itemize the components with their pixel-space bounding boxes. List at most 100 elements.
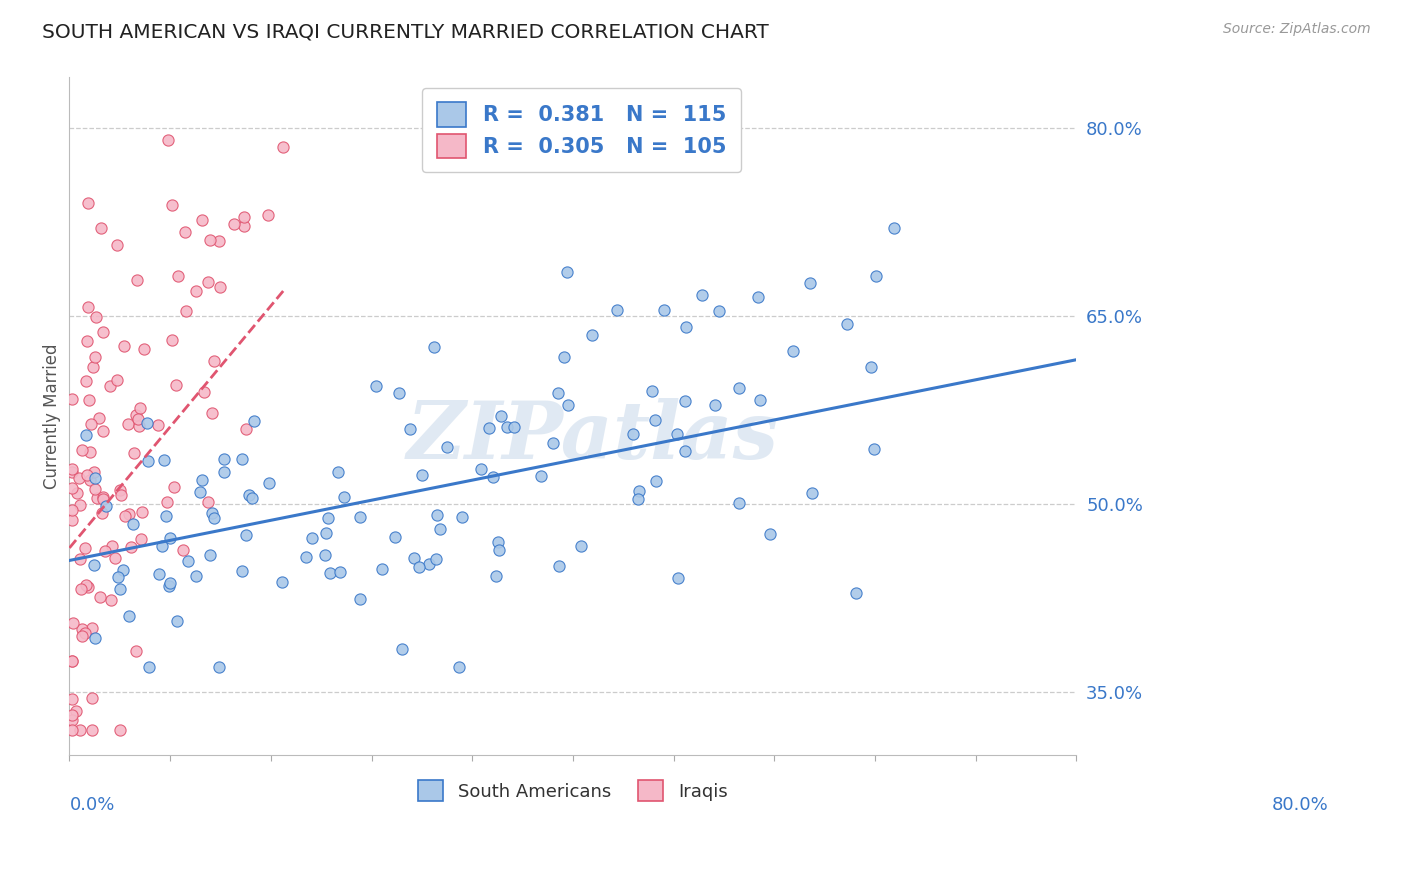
Point [127,412,149,426]
Point [111,563,134,577]
Point [69,551,91,566]
Point [231,451,253,466]
Point [191,213,214,227]
Point [80,723,103,737]
Point [114,509,136,524]
Point [60,691,83,706]
Point [404,551,426,566]
Point [94,499,117,513]
Point [60,465,83,479]
Point [425,552,447,566]
Point [436,440,458,454]
Point [422,340,444,354]
Point [197,495,219,509]
Point [86,491,108,506]
Point [231,564,253,578]
Point [156,133,179,147]
Point [860,359,883,374]
Point [555,265,578,279]
Point [675,320,697,334]
Point [209,280,232,294]
Point [82,691,104,706]
Point [727,496,749,510]
Text: 80.0%: 80.0% [1271,796,1329,814]
Point [488,543,510,558]
Point [60,392,83,406]
Point [408,560,430,574]
Point [62,616,84,631]
Point [197,275,219,289]
Point [652,302,675,317]
Point [77,195,100,210]
Point [371,562,394,576]
Point [150,539,173,553]
Point [72,623,94,637]
Point [76,580,98,594]
Point [93,490,115,504]
Point [60,503,83,517]
Point [690,288,713,302]
Point [301,531,323,545]
Point [349,592,371,607]
Point [124,446,146,460]
Point [127,273,149,287]
Point [128,401,150,415]
Point [666,571,689,585]
Point [645,474,668,488]
Point [481,470,503,484]
Point [131,504,153,518]
Text: SOUTH AMERICAN VS IRAQI CURRENTLY MARRIED CORRELATION CHART: SOUTH AMERICAN VS IRAQI CURRENTLY MARRIE… [42,22,769,41]
Point [489,409,512,423]
Point [107,570,129,584]
Point [148,567,170,582]
Point [495,420,517,434]
Point [621,427,644,442]
Point [391,642,413,657]
Point [82,359,104,374]
Point [198,233,221,247]
Point [581,327,603,342]
Point [202,511,225,525]
Point [77,300,100,314]
Point [174,225,197,239]
Point [60,654,83,668]
Point [486,535,509,549]
Point [547,385,569,400]
Point [201,406,224,420]
Point [259,475,281,490]
Point [148,417,170,432]
Point [172,543,194,558]
Point [108,582,131,596]
Point [104,550,127,565]
Point [91,425,114,439]
Point [665,426,688,441]
Point [748,393,770,408]
Point [271,574,294,589]
Point [138,660,160,674]
Point [207,235,229,249]
Point [364,379,387,393]
Point [530,469,553,483]
Point [673,394,696,409]
Legend: South Americans, Iraqis: South Americans, Iraqis [405,767,741,814]
Point [77,392,100,407]
Point [159,575,181,590]
Point [105,237,128,252]
Point [128,419,150,434]
Point [447,660,470,674]
Point [190,473,212,487]
Point [83,558,105,572]
Point [76,334,98,349]
Point [747,290,769,304]
Point [121,517,143,532]
Text: 0.0%: 0.0% [69,796,115,814]
Point [60,723,83,737]
Point [709,304,731,318]
Point [782,343,804,358]
Point [90,221,112,235]
Point [238,488,260,502]
Point [75,428,97,442]
Point [257,208,280,222]
Point [198,548,221,562]
Point [177,553,200,567]
